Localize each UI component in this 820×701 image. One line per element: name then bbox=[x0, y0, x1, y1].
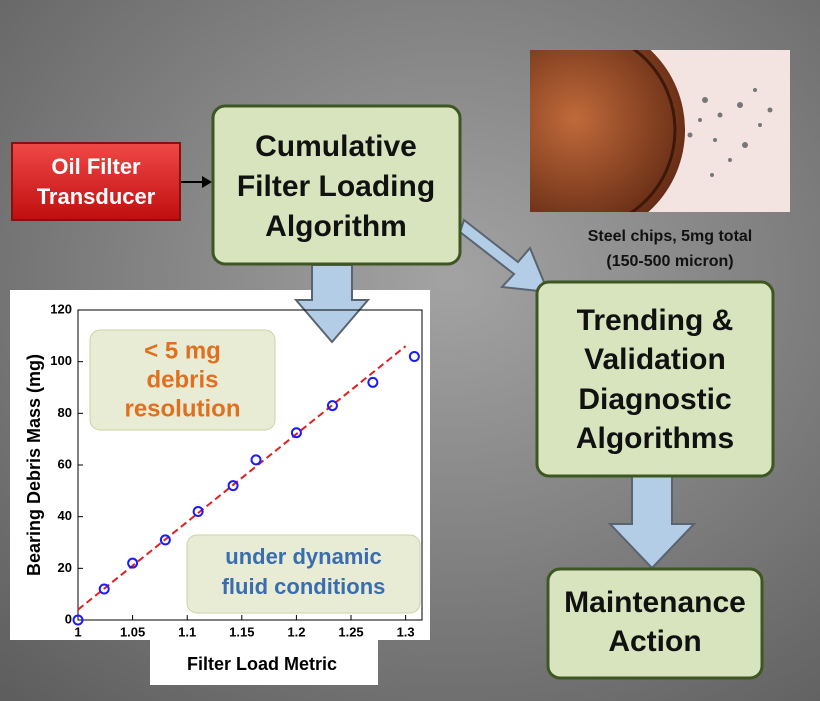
y-axis-label: Bearing Debris Mass (mg) bbox=[24, 354, 44, 576]
annotation: debris bbox=[146, 366, 218, 393]
node-label: Cumulative bbox=[255, 130, 417, 163]
x-tick-label: 1.15 bbox=[229, 624, 254, 639]
photo-caption: Steel chips, 5mg total bbox=[588, 228, 752, 245]
annotation-box bbox=[89, 329, 276, 431]
node-label: Maintenance bbox=[564, 586, 746, 619]
fit-line bbox=[77, 345, 407, 611]
maintenance-node: Maintenance Action bbox=[546, 567, 764, 680]
data-point bbox=[72, 614, 84, 626]
y-tick-label: 100 bbox=[50, 353, 72, 368]
trending-node: Trending & Validation Diagnostic Algorit… bbox=[535, 280, 775, 478]
chart-panel bbox=[150, 635, 378, 685]
data-point bbox=[159, 534, 171, 546]
node-label: Diagnostic bbox=[578, 383, 731, 416]
photo: Steel chips, 5mg total (150-500 micron) bbox=[530, 50, 790, 270]
data-point bbox=[408, 351, 420, 362]
y-tick-label: 80 bbox=[58, 405, 72, 420]
node-label: Filter Loading bbox=[237, 170, 435, 203]
y-tick-label: 0 bbox=[65, 611, 72, 626]
annotation: resolution bbox=[124, 395, 240, 422]
x-tick-label: 1.1 bbox=[178, 624, 196, 639]
arrow bbox=[180, 176, 212, 188]
node-label: Algorithm bbox=[265, 210, 407, 243]
data-point bbox=[127, 557, 139, 569]
arrow bbox=[293, 264, 371, 344]
annotation-box bbox=[186, 534, 421, 614]
annotation: < 5 mg bbox=[144, 337, 221, 364]
y-tick-label: 120 bbox=[50, 301, 72, 316]
source-node: Oil Filter Transducer bbox=[11, 142, 181, 221]
x-tick-label: 1.3 bbox=[397, 624, 415, 639]
node-label: Action bbox=[608, 625, 701, 658]
node-label: Validation bbox=[584, 343, 726, 376]
photo-caption: (150-500 micron) bbox=[606, 253, 733, 270]
node-label: Algorithms bbox=[576, 422, 734, 455]
x-tick-label: 1 bbox=[74, 624, 81, 639]
data-point bbox=[98, 583, 110, 595]
data-point bbox=[192, 506, 204, 517]
data-point bbox=[250, 454, 262, 466]
node-label: Oil Filter bbox=[51, 154, 141, 179]
node-label: Trending & bbox=[577, 304, 734, 337]
x-axis-label: Filter Load Metric bbox=[187, 654, 337, 674]
x-tick-label: 1.05 bbox=[120, 624, 145, 639]
x-tick-label: 1.2 bbox=[287, 624, 305, 639]
y-tick-label: 40 bbox=[58, 508, 72, 523]
y-tick-label: 60 bbox=[58, 456, 72, 471]
data-point bbox=[367, 376, 379, 388]
x-tick-label: 1.25 bbox=[338, 624, 363, 639]
arrow bbox=[458, 218, 550, 294]
annotation: fluid conditions bbox=[222, 574, 386, 599]
data-point bbox=[227, 480, 239, 492]
annotation: under dynamic bbox=[225, 544, 381, 569]
y-tick-label: 20 bbox=[58, 560, 72, 575]
algorithm-node: Cumulative Filter Loading Algorithm bbox=[211, 104, 462, 266]
scatter-chart: 0 20 40 60 80 100 120 1 1.05 1.1 1.15 1.2 1.25 1.3 Fil… bbox=[24, 301, 423, 674]
arrow bbox=[607, 475, 697, 570]
node-label: Transducer bbox=[37, 184, 156, 209]
data-point bbox=[290, 427, 302, 439]
data-point bbox=[326, 400, 338, 412]
